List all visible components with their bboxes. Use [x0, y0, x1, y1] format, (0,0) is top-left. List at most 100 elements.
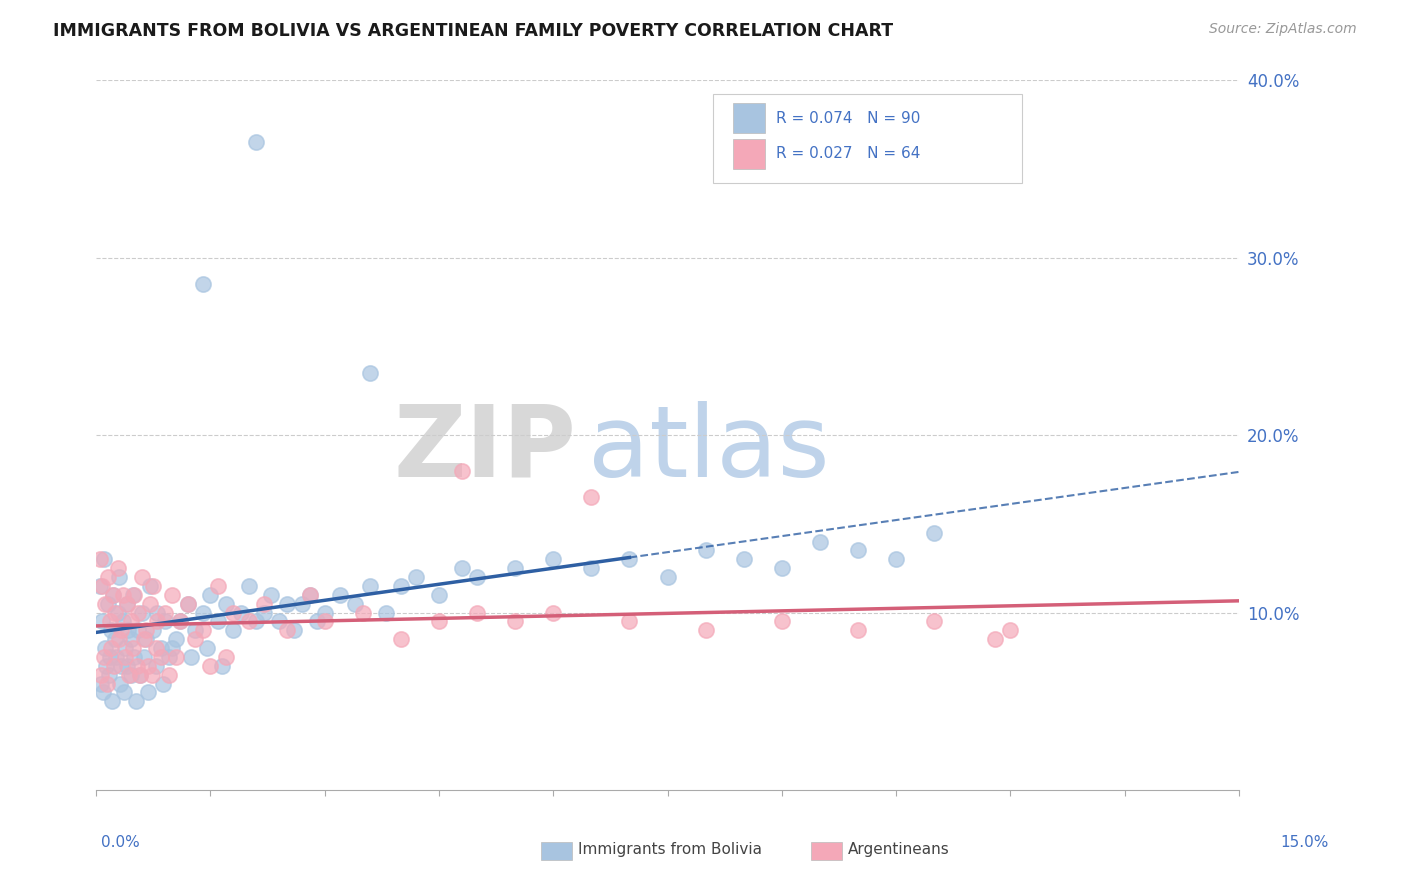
- Point: [503, 615, 526, 629]
- Point: [153, 615, 176, 629]
- Point: [169, 615, 191, 629]
- Point: [184, 632, 207, 647]
- Point: [165, 632, 187, 647]
- Point: [124, 588, 146, 602]
- Point: [359, 579, 381, 593]
- Point: [222, 624, 245, 638]
- Point: [191, 277, 214, 292]
- Point: [108, 676, 131, 690]
- Point: [314, 606, 336, 620]
- Point: [142, 624, 165, 638]
- Point: [207, 579, 229, 593]
- Point: [200, 658, 222, 673]
- Point: [450, 464, 472, 478]
- Point: [111, 615, 134, 629]
- Point: [359, 366, 381, 380]
- Point: [657, 570, 679, 584]
- Point: [94, 597, 117, 611]
- Point: [149, 641, 172, 656]
- Point: [389, 632, 412, 647]
- Point: [619, 615, 641, 629]
- Point: [141, 667, 163, 681]
- Point: [503, 561, 526, 575]
- Point: [245, 615, 267, 629]
- Point: [695, 543, 717, 558]
- Point: [195, 641, 218, 656]
- Point: [98, 615, 121, 629]
- Point: [215, 597, 238, 611]
- Point: [405, 570, 427, 584]
- Point: [97, 597, 120, 611]
- Point: [145, 641, 167, 656]
- Point: [984, 632, 1007, 647]
- Point: [846, 624, 869, 638]
- FancyBboxPatch shape: [713, 95, 1022, 183]
- Point: [191, 624, 214, 638]
- Point: [298, 588, 321, 602]
- Point: [135, 624, 157, 638]
- Text: atlas: atlas: [588, 401, 830, 498]
- Text: Argentineans: Argentineans: [848, 842, 949, 856]
- Point: [89, 552, 111, 566]
- Point: [91, 579, 114, 593]
- Point: [120, 615, 142, 629]
- Text: Source: ZipAtlas.com: Source: ZipAtlas.com: [1209, 22, 1357, 37]
- Point: [90, 676, 112, 690]
- Point: [121, 641, 143, 656]
- Point: [541, 606, 564, 620]
- Point: [107, 561, 129, 575]
- Point: [162, 641, 184, 656]
- Point: [138, 597, 160, 611]
- Point: [153, 606, 176, 620]
- Text: Immigrants from Bolivia: Immigrants from Bolivia: [578, 842, 762, 856]
- Point: [184, 624, 207, 638]
- Point: [118, 667, 141, 681]
- Point: [427, 615, 450, 629]
- Point: [110, 624, 132, 638]
- Point: [808, 534, 831, 549]
- Point: [114, 641, 136, 656]
- Point: [117, 624, 139, 638]
- Point: [253, 597, 276, 611]
- Point: [91, 615, 114, 629]
- Point: [129, 667, 152, 681]
- Point: [100, 624, 122, 638]
- Point: [253, 606, 276, 620]
- Point: [100, 641, 122, 656]
- Point: [352, 606, 374, 620]
- Point: [245, 135, 267, 149]
- Text: 0.0%: 0.0%: [101, 836, 141, 850]
- Point: [105, 650, 128, 665]
- Point: [374, 606, 396, 620]
- Point: [149, 650, 172, 665]
- Point: [176, 597, 198, 611]
- Point: [267, 615, 290, 629]
- Point: [344, 597, 367, 611]
- Point: [101, 588, 124, 602]
- Point: [176, 597, 198, 611]
- Point: [884, 552, 907, 566]
- Point: [98, 650, 121, 665]
- Point: [581, 490, 603, 504]
- Point: [127, 606, 149, 620]
- Point: [238, 615, 260, 629]
- Point: [427, 588, 450, 602]
- Point: [114, 650, 136, 665]
- Point: [165, 650, 187, 665]
- Point: [298, 588, 321, 602]
- Point: [770, 615, 793, 629]
- Point: [229, 606, 252, 620]
- Text: R = 0.027   N = 64: R = 0.027 N = 64: [776, 146, 921, 161]
- Point: [733, 552, 755, 566]
- Point: [124, 650, 146, 665]
- Point: [115, 597, 138, 611]
- Point: [922, 615, 945, 629]
- Point: [96, 676, 118, 690]
- Point: [157, 650, 180, 665]
- Point: [103, 658, 125, 673]
- FancyBboxPatch shape: [733, 103, 765, 133]
- Point: [307, 615, 329, 629]
- Point: [90, 667, 112, 681]
- Point: [104, 632, 127, 647]
- Point: [104, 606, 127, 620]
